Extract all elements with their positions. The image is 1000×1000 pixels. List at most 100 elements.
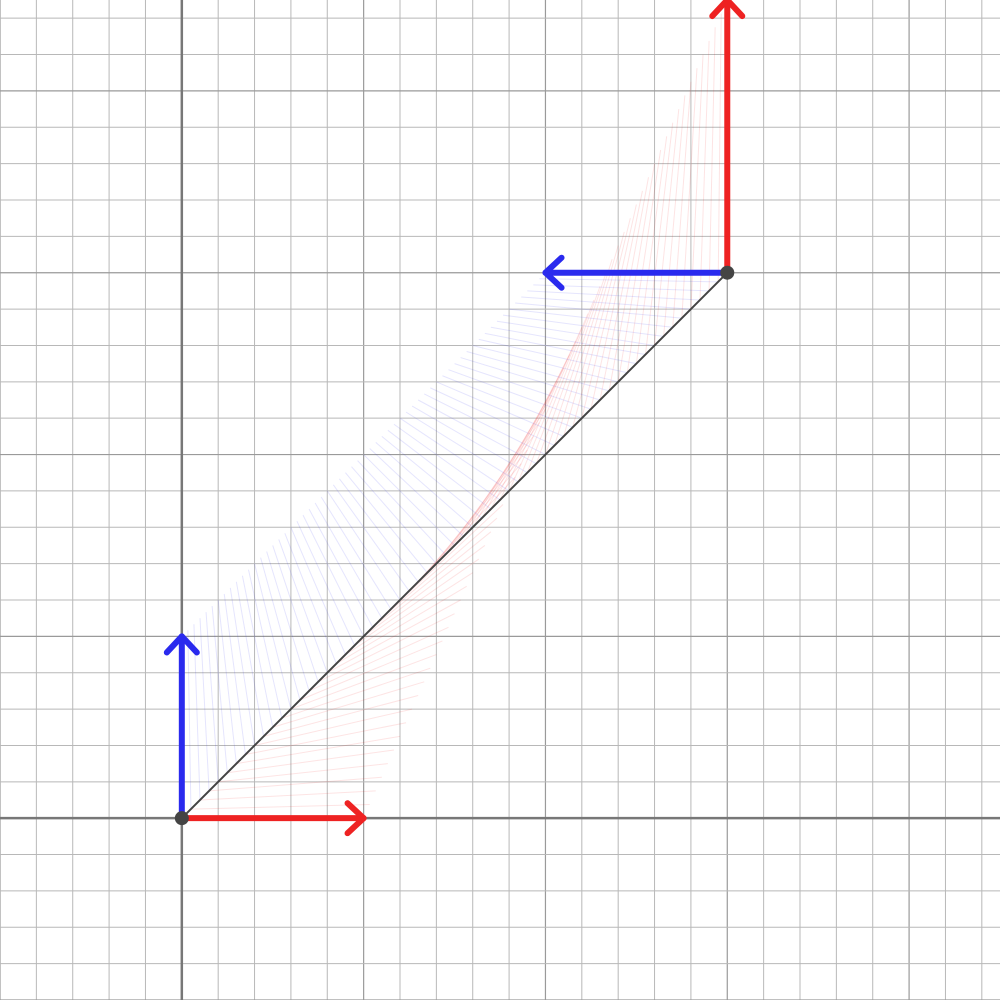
blue-trail-line bbox=[466, 351, 610, 392]
red-trail-line bbox=[254, 708, 413, 746]
red-vector-start-head bbox=[344, 800, 367, 837]
blue-trail-line bbox=[515, 302, 682, 319]
blue-trail-line bbox=[405, 411, 519, 483]
red-trail-line bbox=[508, 327, 583, 492]
blue-trail-line bbox=[490, 326, 646, 356]
blue-trail-line bbox=[314, 502, 383, 619]
blue-trail-line bbox=[424, 393, 546, 455]
blue-trail-line bbox=[417, 399, 537, 465]
blue-trail-line bbox=[472, 344, 619, 383]
red-trail-line bbox=[626, 149, 662, 373]
blue-trail-line bbox=[436, 381, 564, 437]
blue-trail-line bbox=[345, 472, 428, 574]
red-trail-line bbox=[581, 218, 631, 419]
blue-trail-line bbox=[217, 599, 237, 764]
red-trail-line bbox=[272, 681, 425, 728]
red-trail-line bbox=[363, 545, 486, 637]
blue-trail-line bbox=[266, 551, 310, 692]
red-trail-line bbox=[190, 804, 370, 810]
blue-trail-line bbox=[484, 332, 637, 365]
red-trail-line bbox=[227, 749, 395, 774]
red-trail-line bbox=[381, 517, 498, 619]
blue-trail-line bbox=[235, 581, 265, 737]
blue-trail-line bbox=[496, 320, 655, 346]
blue-trail-line bbox=[521, 296, 691, 310]
red-trail-line bbox=[526, 299, 595, 473]
blue-trail-line bbox=[320, 496, 392, 610]
red-trail-line bbox=[517, 313, 589, 483]
red-trail-line bbox=[663, 95, 686, 337]
red-trail-line bbox=[354, 558, 480, 646]
red-trail-line bbox=[308, 626, 449, 692]
red-trail-line bbox=[472, 381, 559, 528]
blue-trail-line bbox=[187, 630, 192, 810]
blue-trail-line bbox=[399, 417, 510, 492]
blue-trail-line bbox=[272, 545, 319, 682]
red-trail-line bbox=[635, 136, 668, 364]
red-trail-line bbox=[463, 395, 552, 537]
red-trail-line bbox=[535, 286, 601, 464]
blue-trail-line bbox=[411, 405, 528, 474]
blue-trail-line bbox=[296, 521, 355, 646]
red-trail-line bbox=[445, 422, 540, 555]
red-trail-line bbox=[608, 177, 649, 391]
blue-trail-line bbox=[448, 369, 582, 419]
blue-trail-line bbox=[430, 387, 555, 446]
blue-trail-line bbox=[509, 308, 673, 328]
blue-trail-line bbox=[375, 442, 474, 528]
blue-trail-line bbox=[205, 612, 219, 782]
red-trail-line bbox=[263, 694, 419, 737]
red-trail-line bbox=[336, 585, 467, 665]
blue-trail-line bbox=[278, 539, 328, 673]
path-line bbox=[181, 272, 728, 819]
blue-trail-line bbox=[260, 557, 301, 701]
blue-vector-end-head bbox=[542, 254, 565, 291]
blue-trail-line bbox=[326, 490, 401, 601]
red-trail-line bbox=[372, 531, 492, 628]
blue-vector-start-head bbox=[163, 633, 200, 656]
red-trail-line bbox=[245, 722, 407, 756]
blue-trail-line bbox=[502, 314, 664, 337]
red-trail-line bbox=[426, 449, 528, 574]
red-trail-line bbox=[554, 258, 613, 446]
blue-trail-line bbox=[247, 569, 283, 719]
blue-trail-line bbox=[199, 618, 210, 791]
red-trail-line bbox=[290, 654, 437, 710]
red-trail-line bbox=[499, 340, 577, 501]
blue-trail-line bbox=[223, 593, 246, 755]
blue-trail-line bbox=[442, 375, 573, 428]
blue-trail-line bbox=[229, 587, 256, 746]
red-trail-line bbox=[672, 81, 692, 328]
red-trail-line bbox=[544, 272, 607, 455]
blue-trail-line bbox=[460, 357, 601, 401]
red-trail-line bbox=[199, 790, 376, 801]
blue-trail-line bbox=[478, 338, 628, 374]
red-trail-line bbox=[435, 436, 534, 564]
red-trail-line bbox=[708, 27, 716, 291]
blue-trail-line bbox=[363, 454, 455, 546]
red-trail-line bbox=[218, 763, 388, 783]
blue-trail-line bbox=[211, 606, 228, 773]
blue-trail-line bbox=[454, 363, 592, 410]
red-trail-line bbox=[236, 735, 401, 765]
red-trail-line bbox=[490, 354, 571, 510]
blue-trail-line bbox=[387, 429, 492, 510]
red-trail-line bbox=[599, 190, 643, 401]
red-trail-line bbox=[563, 245, 619, 437]
frame-vectors bbox=[163, 0, 746, 837]
red-trail-line bbox=[690, 54, 704, 310]
blue-trail-line bbox=[393, 423, 501, 501]
red-trail-line bbox=[572, 231, 625, 428]
blue-trail-line bbox=[381, 435, 483, 519]
red-trail-line bbox=[681, 68, 698, 319]
point-end bbox=[720, 265, 735, 280]
blue-trail-line bbox=[254, 563, 292, 710]
red-trail-line bbox=[481, 367, 565, 519]
red-trail-line bbox=[299, 640, 443, 701]
red-trail-line bbox=[644, 122, 674, 355]
red-trail-line bbox=[281, 667, 431, 719]
red-trail-line bbox=[454, 408, 546, 546]
path-endpoints bbox=[174, 265, 735, 826]
